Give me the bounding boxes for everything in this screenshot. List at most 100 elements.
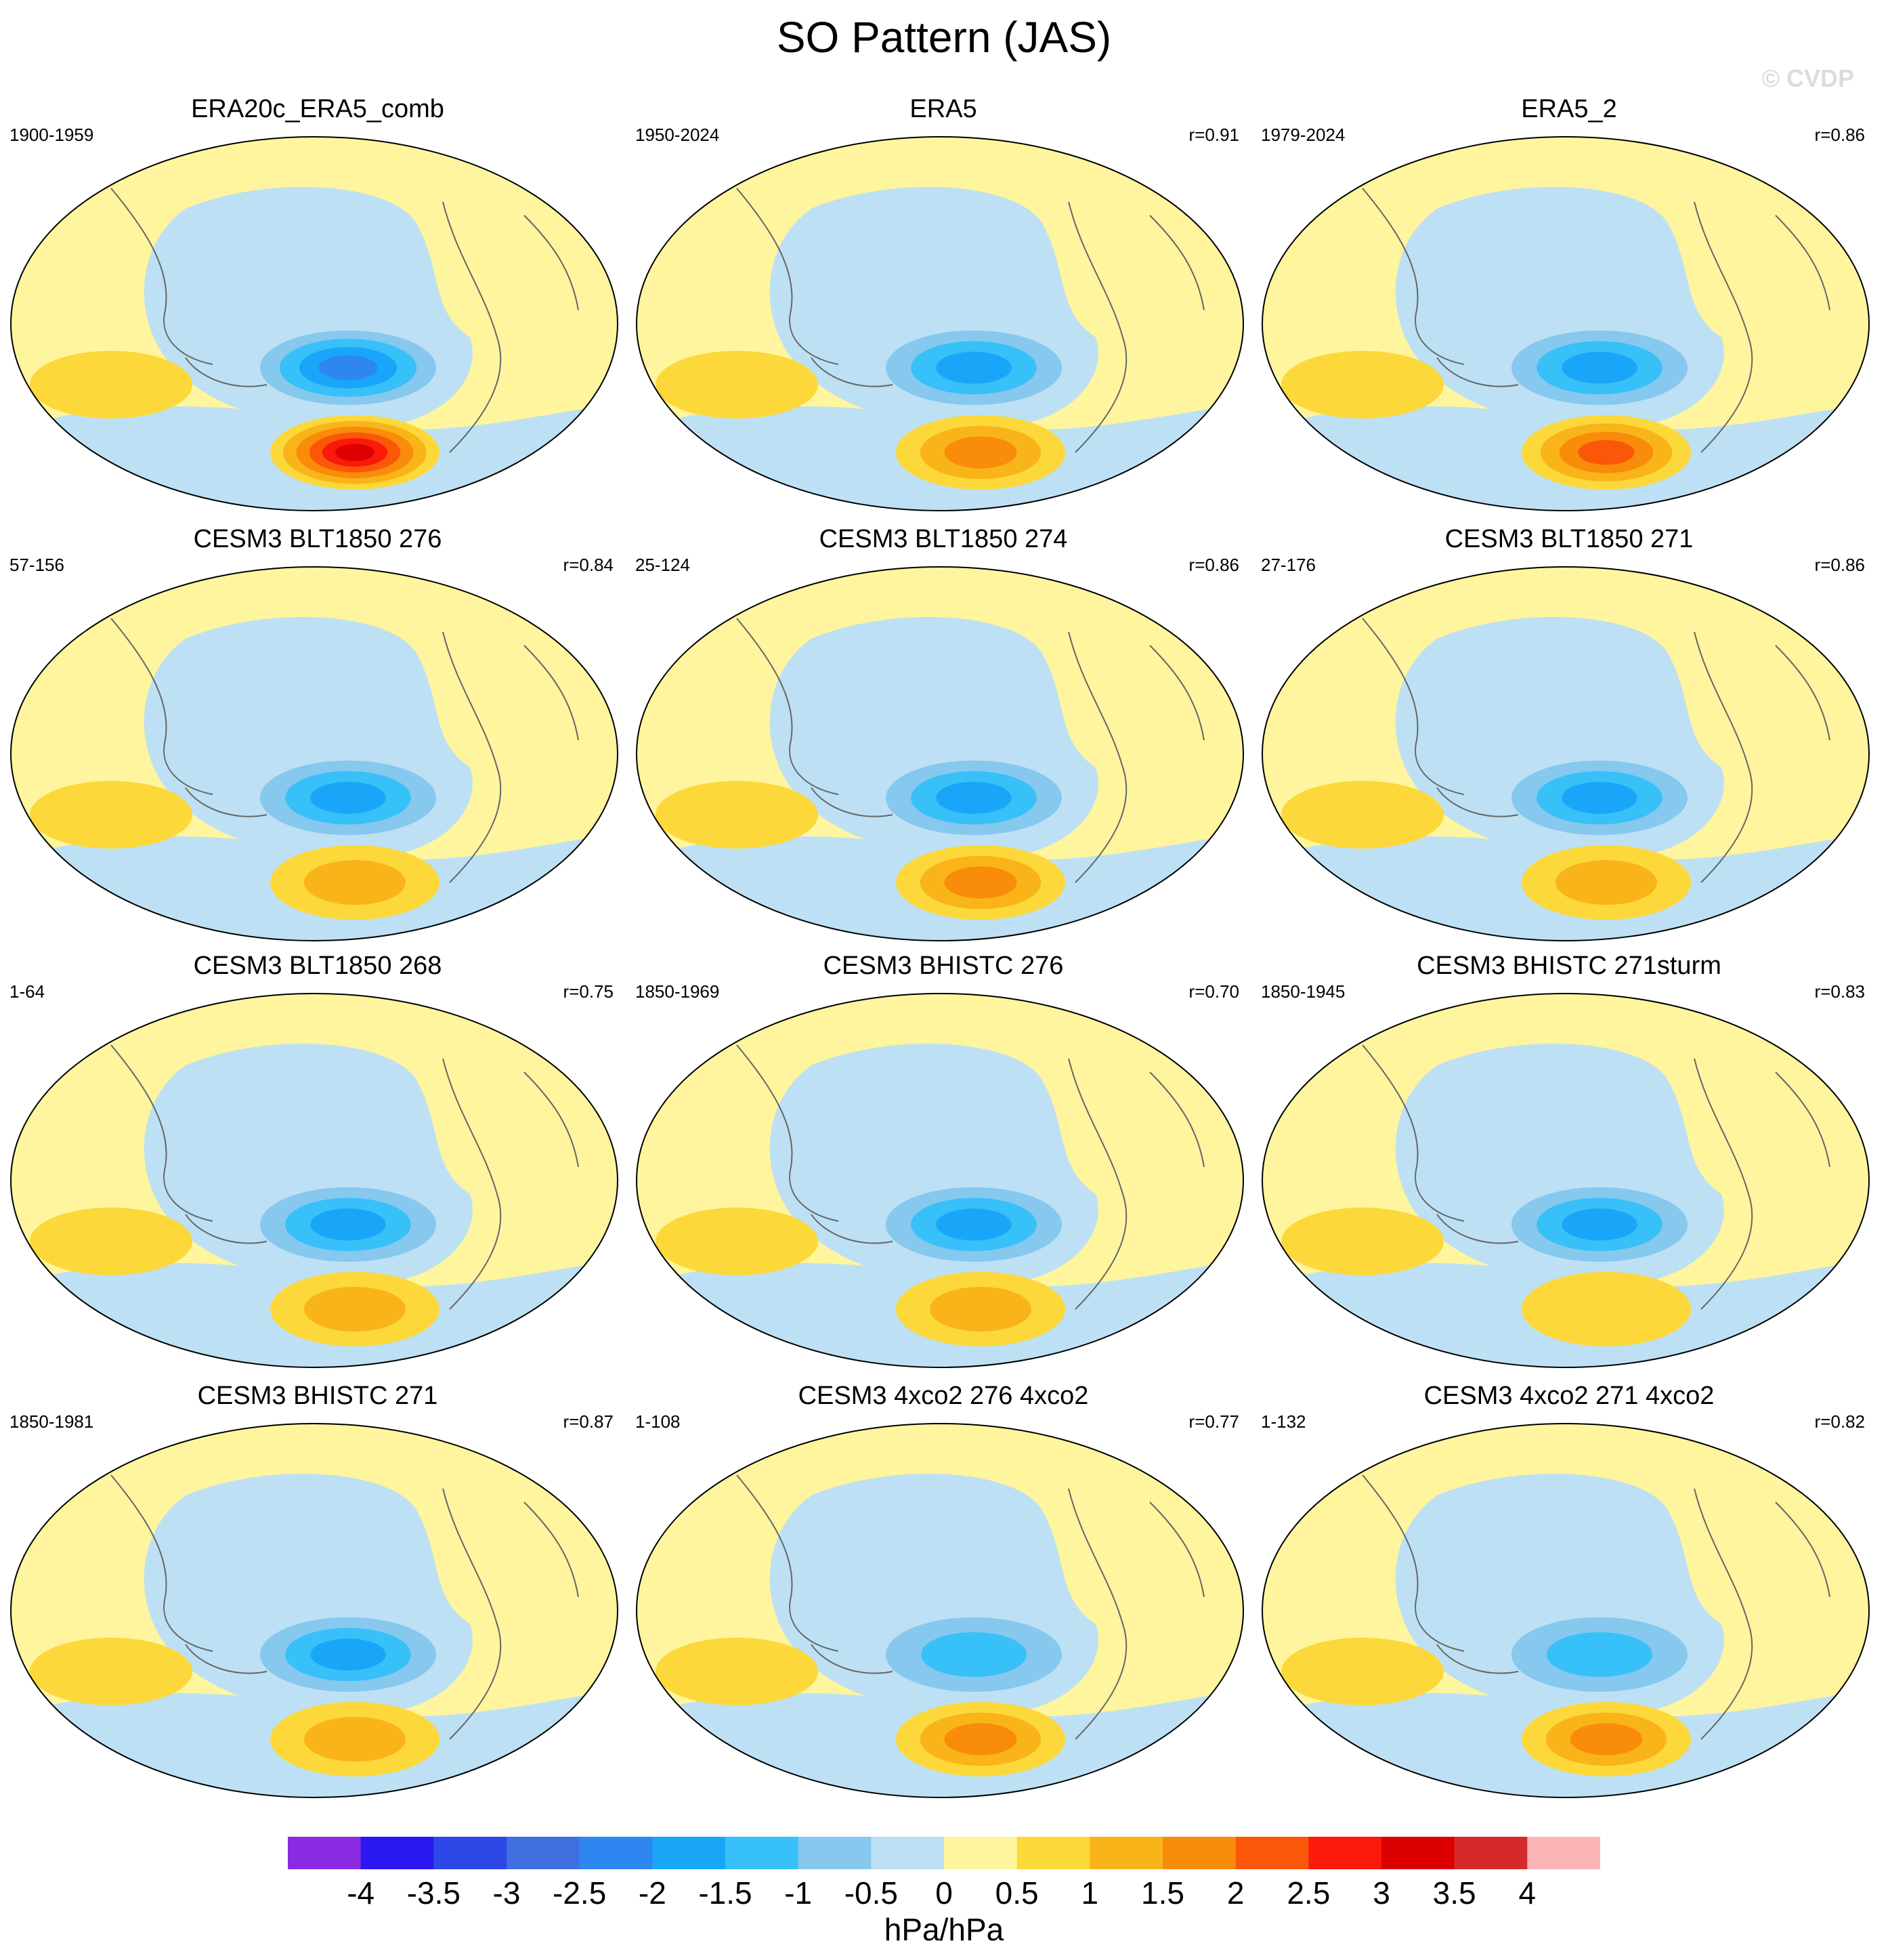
panel-correlation: r=0.84 bbox=[563, 555, 614, 575]
coastlines bbox=[1362, 188, 1830, 453]
positive-region-indian bbox=[656, 1638, 818, 1705]
panel-period: 25-124 bbox=[635, 555, 690, 575]
coastlines bbox=[1362, 1474, 1830, 1740]
negative-contour bbox=[310, 782, 386, 814]
negative-contour bbox=[1562, 351, 1637, 384]
panel-title: CESM3 4xco2 276 4xco2 bbox=[798, 1382, 1089, 1410]
colorbar-swatch bbox=[725, 1837, 799, 1869]
coastlines bbox=[110, 618, 579, 883]
map-plot bbox=[1262, 136, 1870, 511]
map-panel: ERA5_2 1979-2024 r=0.86 bbox=[1261, 95, 1877, 521]
coastlines bbox=[736, 618, 1205, 883]
map-panel: CESM3 BLT1850 276 57-156 r=0.84 bbox=[9, 525, 626, 952]
map-outline bbox=[1262, 993, 1870, 1368]
positive-region-indian bbox=[30, 351, 192, 419]
panel-period: 1950-2024 bbox=[635, 125, 720, 145]
panel-title: CESM3 4xco2 271 4xco2 bbox=[1423, 1382, 1715, 1410]
panel-correlation: r=0.75 bbox=[563, 981, 614, 1002]
colorbar-swatch bbox=[433, 1837, 507, 1869]
negative-contour bbox=[1562, 1208, 1637, 1241]
panel-period: 27-176 bbox=[1261, 555, 1316, 575]
positive-region-indian bbox=[1281, 351, 1444, 419]
colorbar-swatch bbox=[652, 1837, 726, 1869]
positive-contour bbox=[304, 860, 406, 905]
map-plot bbox=[10, 1423, 618, 1798]
positive-contour bbox=[1556, 860, 1657, 905]
negative-contour bbox=[1562, 782, 1637, 814]
panel-title: CESM3 BHISTC 276 bbox=[823, 952, 1064, 980]
map-outline bbox=[10, 136, 618, 511]
map-plot bbox=[636, 136, 1244, 511]
colorbar-tick-label: 2.5 bbox=[1287, 1875, 1331, 1911]
panel-period: 1-64 bbox=[9, 981, 45, 1002]
panel-title: CESM3 BHISTC 271 bbox=[197, 1382, 438, 1410]
map-panel: CESM3 4xco2 276 4xco2 1-108 r=0.77 bbox=[635, 1382, 1251, 1808]
map-outline bbox=[10, 566, 618, 941]
map-panel: CESM3 BLT1850 274 25-124 r=0.86 bbox=[635, 525, 1251, 952]
map-plot bbox=[1262, 1423, 1870, 1798]
map-outline bbox=[10, 993, 618, 1368]
colorbar-swatch bbox=[1308, 1837, 1382, 1869]
coastlines bbox=[110, 1044, 579, 1310]
positive-region-indian bbox=[30, 1638, 192, 1705]
colorbar-tick-label: 1 bbox=[1081, 1875, 1099, 1911]
colorbar-swatch bbox=[288, 1837, 362, 1869]
panel-period: 1850-1981 bbox=[9, 1411, 94, 1432]
panel-correlation: r=0.86 bbox=[1814, 125, 1865, 145]
map-plot bbox=[636, 1423, 1244, 1798]
colorbar-swatch bbox=[579, 1837, 653, 1869]
colorbar-swatch bbox=[1235, 1837, 1309, 1869]
panel-title: CESM3 BLT1850 271 bbox=[1444, 525, 1694, 553]
map-plot bbox=[636, 993, 1244, 1368]
panel-correlation: r=0.77 bbox=[1188, 1411, 1239, 1432]
map-panel: ERA20c_ERA5_comb 1900-1959 bbox=[9, 95, 626, 521]
positive-contour bbox=[304, 1717, 406, 1762]
negative-contour bbox=[936, 1208, 1012, 1241]
negative-contour bbox=[310, 1638, 386, 1671]
positive-region-indian bbox=[656, 1208, 818, 1275]
negative-contour bbox=[310, 1208, 386, 1241]
negative-contour bbox=[936, 782, 1012, 814]
map-plot bbox=[10, 566, 618, 941]
coastlines bbox=[110, 188, 579, 453]
panel-period: 57-156 bbox=[9, 555, 64, 575]
panel-period: 1850-1969 bbox=[635, 981, 720, 1002]
positive-contour bbox=[304, 1287, 406, 1331]
panel-title: CESM3 BHISTC 271sturm bbox=[1417, 952, 1721, 980]
positive-region-indian bbox=[1281, 781, 1444, 849]
map-panel: ERA5 1950-2024 r=0.91 bbox=[635, 95, 1251, 521]
panel-correlation: r=0.83 bbox=[1814, 981, 1865, 1002]
coastlines bbox=[736, 1044, 1205, 1310]
map-outline bbox=[1262, 566, 1870, 941]
map-panel: CESM3 BLT1850 271 27-176 r=0.86 bbox=[1261, 525, 1877, 952]
panel-title: ERA5_2 bbox=[1521, 95, 1617, 123]
map-outline bbox=[636, 136, 1244, 511]
colorbar-swatch bbox=[1527, 1837, 1600, 1869]
positive-contour bbox=[335, 444, 374, 461]
colorbar-swatch bbox=[1090, 1837, 1163, 1869]
colorbar-swatch bbox=[944, 1837, 1018, 1869]
map-panel: CESM3 BHISTC 276 1850-1969 r=0.70 bbox=[635, 952, 1251, 1378]
panel-title: ERA20c_ERA5_comb bbox=[191, 95, 444, 123]
negative-contour bbox=[921, 1632, 1027, 1677]
panel-period: 1900-1959 bbox=[9, 125, 94, 145]
map-panel: CESM3 4xco2 271 4xco2 1-132 r=0.82 bbox=[1261, 1382, 1877, 1808]
colorbar-tick-label: 2 bbox=[1226, 1875, 1245, 1911]
positive-contour bbox=[944, 866, 1017, 899]
map-plot bbox=[1262, 993, 1870, 1368]
positive-region-indian bbox=[656, 351, 818, 419]
colorbar-tick-label: -1 bbox=[784, 1875, 813, 1911]
map-outline bbox=[10, 1423, 618, 1798]
colorbar-swatch bbox=[1381, 1837, 1455, 1869]
map-outline bbox=[1262, 1423, 1870, 1798]
map-panel: CESM3 BLT1850 268 1-64 r=0.75 bbox=[9, 952, 626, 1378]
map-plot bbox=[1262, 566, 1870, 941]
panel-title: CESM3 BLT1850 268 bbox=[193, 952, 442, 980]
colorbar-tick-label: 1.5 bbox=[1141, 1875, 1184, 1911]
panel-correlation: r=0.91 bbox=[1188, 125, 1239, 145]
panel-correlation: r=0.87 bbox=[563, 1411, 614, 1432]
map-plot bbox=[636, 566, 1244, 941]
coastlines bbox=[110, 1474, 579, 1740]
negative-contour bbox=[318, 355, 378, 381]
colorbar-tick-label: -1.5 bbox=[698, 1875, 752, 1911]
